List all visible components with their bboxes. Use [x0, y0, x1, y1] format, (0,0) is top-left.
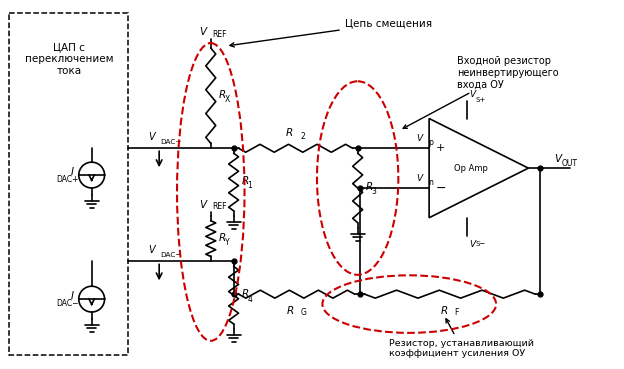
Text: 2: 2 — [301, 132, 305, 141]
Text: S−: S− — [475, 241, 486, 246]
Text: 3: 3 — [371, 187, 376, 196]
Text: DAC−: DAC− — [160, 252, 182, 258]
Text: $R$: $R$ — [218, 231, 226, 242]
Text: OUT: OUT — [562, 159, 578, 168]
Text: $R$: $R$ — [285, 126, 294, 138]
Text: Входной резистор
неинвертирующего
входа ОУ: Входной резистор неинвертирующего входа … — [403, 56, 558, 128]
Text: $V$: $V$ — [416, 172, 425, 183]
Text: $V$: $V$ — [148, 244, 157, 255]
Text: Цепь смещения: Цепь смещения — [230, 18, 432, 47]
Text: $R$: $R$ — [364, 180, 373, 192]
Text: $V$: $V$ — [554, 152, 564, 164]
Text: 1: 1 — [248, 182, 252, 190]
Text: $V$: $V$ — [416, 132, 425, 143]
Text: $V$: $V$ — [469, 238, 477, 249]
Text: $R$: $R$ — [240, 287, 249, 299]
Text: DAC−: DAC− — [56, 299, 79, 308]
Text: n: n — [428, 178, 433, 187]
Text: p: p — [428, 138, 433, 147]
Text: Op Amp: Op Amp — [454, 163, 488, 173]
Text: G: G — [301, 308, 306, 317]
Text: $R$: $R$ — [240, 174, 249, 186]
Text: Резистор, устанавливающий
коэффициент усиления ОУ: Резистор, устанавливающий коэффициент ус… — [389, 319, 534, 358]
Text: $V$: $V$ — [148, 130, 157, 142]
Text: −: − — [436, 182, 447, 194]
Text: $V$: $V$ — [199, 25, 209, 37]
Text: $V$: $V$ — [199, 198, 209, 210]
Text: $R$: $R$ — [440, 304, 448, 316]
Text: $R$: $R$ — [286, 304, 295, 316]
Text: DAC+: DAC+ — [56, 175, 79, 183]
Text: $R$: $R$ — [218, 88, 226, 100]
Text: $V$: $V$ — [469, 88, 477, 99]
Text: F: F — [454, 308, 458, 317]
Text: $I$: $I$ — [70, 289, 75, 301]
Text: +: + — [436, 143, 446, 153]
Text: DAC+: DAC+ — [160, 139, 182, 145]
Text: REF: REF — [212, 30, 227, 39]
Text: REF: REF — [212, 202, 227, 211]
Text: $I$: $I$ — [70, 165, 75, 177]
Text: ЦАП с
переключением
тока: ЦАП с переключением тока — [24, 42, 113, 76]
Text: S+: S+ — [475, 97, 486, 103]
Text: Y: Y — [225, 238, 229, 247]
Text: 4: 4 — [248, 294, 252, 304]
Text: X: X — [225, 95, 230, 104]
